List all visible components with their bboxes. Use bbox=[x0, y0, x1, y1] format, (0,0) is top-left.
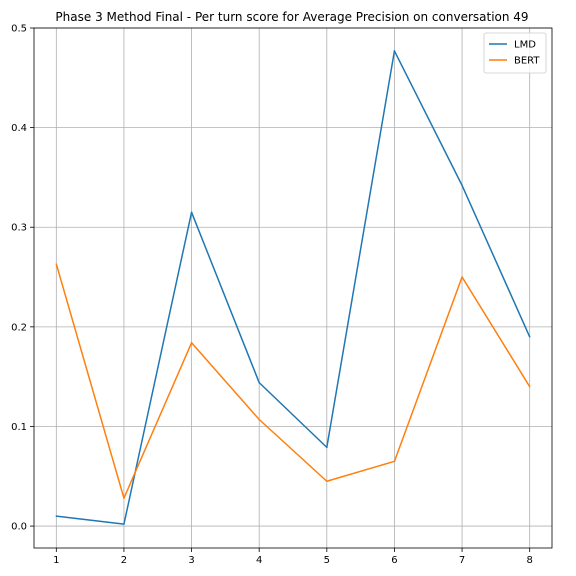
x-tick-label: 5 bbox=[324, 555, 330, 566]
legend-box bbox=[483, 32, 547, 74]
x-tick-label: 7 bbox=[459, 555, 465, 566]
series-segment bbox=[258, 381, 328, 449]
legend-label: BERT bbox=[514, 56, 540, 67]
x-tick-label: 1 bbox=[53, 555, 59, 566]
series-segment bbox=[258, 418, 328, 483]
y-tick-label: 0.4 bbox=[11, 123, 27, 134]
y-tick-label: 0.5 bbox=[11, 24, 27, 35]
legend: LMD BERT bbox=[483, 32, 547, 74]
series-segment bbox=[123, 342, 193, 499]
series-segment bbox=[461, 184, 531, 338]
series-segment bbox=[190, 342, 260, 421]
series-segment bbox=[461, 276, 531, 388]
series-segment bbox=[326, 460, 396, 483]
x-tick-label: 3 bbox=[188, 555, 194, 566]
grid bbox=[34, 27, 552, 548]
y-tick-label: 0.2 bbox=[11, 322, 27, 333]
series-segment bbox=[55, 263, 125, 499]
y-axis: 0.0 0.1 0.2 0.3 0.4 0.5 bbox=[11, 24, 34, 533]
series-segment bbox=[393, 276, 463, 463]
series-segment bbox=[55, 515, 125, 525]
y-tick-label: 0.0 bbox=[11, 522, 27, 533]
series-group bbox=[55, 50, 531, 525]
series-lmd bbox=[55, 50, 531, 525]
series-segment bbox=[123, 211, 193, 525]
series-segment bbox=[190, 211, 260, 384]
x-tick-label: 6 bbox=[391, 555, 397, 566]
x-tick-label: 8 bbox=[526, 555, 532, 566]
x-tick-label: 2 bbox=[121, 555, 127, 566]
chart-title: Phase 3 Method Final - Per turn score fo… bbox=[55, 10, 528, 24]
y-tick-label: 0.1 bbox=[11, 422, 27, 433]
legend-label: LMD bbox=[514, 40, 536, 51]
plot-frame bbox=[33, 27, 553, 549]
series-bert bbox=[55, 263, 531, 499]
x-axis: 1 2 3 4 5 6 7 8 bbox=[53, 548, 533, 566]
y-tick-label: 0.3 bbox=[11, 223, 27, 234]
series-segment bbox=[326, 50, 396, 449]
series-segment bbox=[393, 50, 463, 187]
x-tick-label: 4 bbox=[256, 555, 262, 566]
